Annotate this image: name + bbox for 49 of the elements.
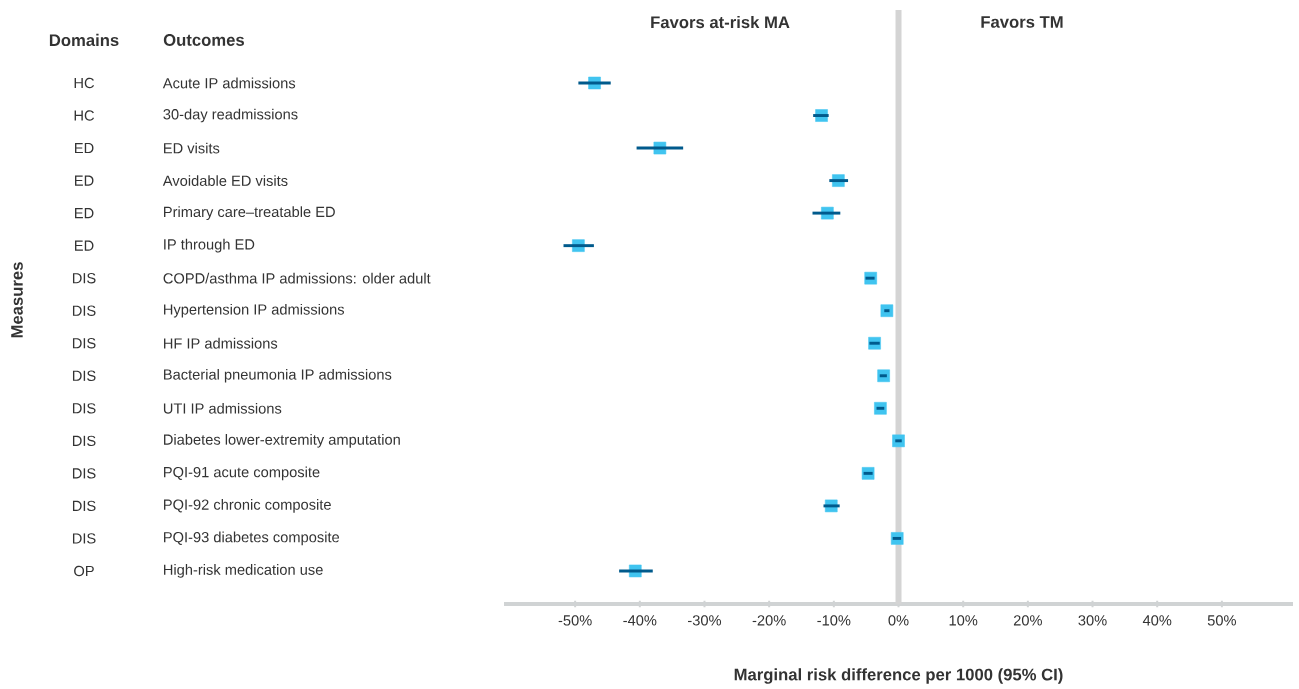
text: OP <box>74 565 94 577</box>
text: ED <box>75 240 94 251</box>
text: ED <box>75 143 94 154</box>
x-tick-label: 40% <box>1142 615 1172 626</box>
y-tick-label: UTI IP admissions <box>163 402 282 414</box>
x-tick-label: -10% <box>817 615 851 626</box>
y-tick-label: Diabetes lower-extremity amputation <box>164 434 400 448</box>
text: DIS <box>72 533 96 544</box>
text: Favors TM <box>981 16 1063 28</box>
text: HC <box>74 110 95 121</box>
y-tick-label: PQI-93 diabetes composite <box>164 531 340 546</box>
text: DIS <box>72 500 96 512</box>
text: Measures <box>11 262 23 338</box>
x-tick-label: 50% <box>1207 615 1237 626</box>
x-tick-label: 10% <box>949 615 978 626</box>
text: DIS <box>72 273 96 284</box>
y-tick-label: Avoidable ED visits <box>162 175 288 186</box>
text: Outcomes <box>163 34 244 46</box>
y-tick-label: ED visits <box>164 142 220 154</box>
y-tick-label: PQI-92 chronic composite <box>164 499 331 513</box>
y-tick-label: 30-day readmissions <box>163 108 298 123</box>
x-tick-label: 30% <box>1078 615 1107 626</box>
y-tick-label: Bacterial pneumonia IP admissions <box>164 368 392 383</box>
x-tick-label: -30% <box>688 615 722 626</box>
x-axis-title: Marginal risk difference per 1000 (95% CI) <box>734 668 1063 684</box>
y-tick-label: IP through ED <box>164 238 255 253</box>
y-tick-label: Primary care–treatable ED <box>164 206 335 220</box>
x-tick-label: 20% <box>1013 615 1042 626</box>
x-tick-label: -40% <box>623 615 657 626</box>
x-tick-label: -50% <box>558 615 592 626</box>
text: Favors at-risk MA <box>651 15 790 29</box>
y-tick-label: Acute IP admissions <box>162 77 296 89</box>
text: DIS <box>72 435 96 447</box>
text: ED <box>75 175 94 186</box>
y-tick-label: COPD/asthma IP admissions: older adult <box>163 272 431 284</box>
x-tick-label: 0% <box>888 615 909 626</box>
text: DIS <box>72 403 96 414</box>
text: DIS <box>72 338 96 349</box>
text: DIS <box>72 370 96 381</box>
y-tick-label: Hypertension IP admissions <box>164 303 345 318</box>
x-tick-label: -20% <box>752 615 786 626</box>
y-tick-label: PQI-91 acute composite <box>164 466 320 481</box>
y-tick-label: High-risk medication use <box>164 564 323 578</box>
y-tick-label: HF IP admissions <box>164 337 278 349</box>
text: Domains <box>49 33 119 47</box>
text: HC <box>74 77 95 89</box>
text: DIS <box>72 305 96 316</box>
text: ED <box>75 208 94 219</box>
text: DIS <box>72 468 96 479</box>
